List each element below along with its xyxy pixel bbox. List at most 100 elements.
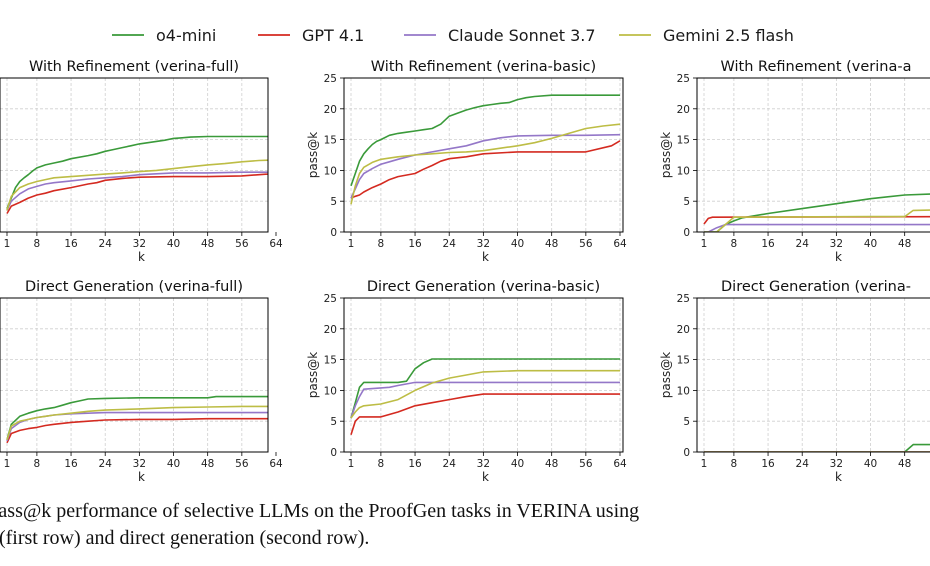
series-line-gpt-4-1	[350, 140, 621, 199]
x-tick-label: 1	[4, 238, 11, 250]
series-group	[6, 135, 268, 214]
x-tick-label: 48	[201, 238, 214, 250]
y-tick-label: 10	[324, 385, 337, 397]
series-line-o4-mini	[350, 94, 620, 187]
x-tick-label: 48	[545, 238, 558, 250]
x-tick-label: 56	[235, 238, 249, 250]
series-line-gemini-2-5-flash	[6, 405, 268, 440]
legend-item-gpt-4-1: GPT 4.1	[258, 26, 364, 45]
y-tick-label: 10	[677, 165, 690, 177]
chart-panel-2: 1 8 16 24 32 40 48 56 64 0 5 10 15 20 25 k pass@k With Re…	[306, 59, 627, 264]
y-axis-label: pass@k	[659, 132, 673, 178]
x-axis-label: k	[482, 470, 489, 484]
plot-frame	[696, 77, 930, 233]
y-tick-label: 20	[677, 324, 690, 336]
x-tick-label: 56	[579, 238, 593, 250]
y-axis-label: pass@k	[659, 352, 673, 398]
x-tick-label: 24	[99, 238, 113, 250]
x-tick-label: 8	[34, 238, 41, 250]
x-tick-label: 32	[133, 238, 146, 250]
legend-label-o4-mini: o4-mini	[156, 26, 216, 45]
caption-line-1: e 7: pass@k performance of selective LLM…	[0, 500, 640, 522]
x-tick-label: 1	[348, 238, 355, 250]
x-tick-label: 1	[701, 458, 708, 470]
caption-line-2: ment (first row) and direct generation (…	[0, 527, 370, 549]
x-tick-label: 32	[477, 458, 490, 470]
chart-title: With Refinement (verina-basic)	[371, 59, 596, 75]
x-tick-label: 32	[830, 238, 843, 250]
chart-title: With Refinement (verina-a	[721, 59, 912, 75]
series-line-gpt-4-1	[350, 393, 620, 436]
x-tick-label: 16	[408, 458, 422, 470]
x-tick-label: 56	[235, 458, 249, 470]
x-tick-label: 64	[269, 458, 283, 470]
x-tick-label: 24	[796, 238, 810, 250]
chart-title: With Refinement (verina-full)	[29, 59, 239, 75]
x-tick-label: 16	[761, 238, 775, 250]
y-axis-label: pass@k	[306, 352, 320, 398]
chart-panel-3: 1 8 16 24 32 40 48 0 5 10 15 20 25 k pass@k With Refine…	[659, 59, 930, 264]
series-line-o4-mini	[6, 395, 268, 440]
grid	[344, 298, 623, 452]
series-line-claude-sonnet-3-7	[704, 223, 930, 232]
y-tick-label: 0	[683, 447, 690, 459]
series-line-o4-mini	[6, 135, 268, 209]
grid	[697, 298, 930, 452]
series-group	[703, 193, 930, 232]
x-tick-label: 24	[443, 458, 457, 470]
y-tick-label: 0	[330, 227, 337, 239]
chart-title: Direct Generation (verina-	[721, 279, 911, 295]
x-tick-label: 48	[898, 458, 911, 470]
y-tick-label: 15	[324, 135, 337, 147]
y-tick-label: 5	[683, 196, 690, 208]
series-line-claude-sonnet-3-7	[350, 133, 621, 199]
x-axis-label: k	[138, 470, 145, 484]
x-tick-label: 1	[348, 458, 355, 470]
series-line-gpt-4-1	[6, 417, 268, 444]
legend-label-gemini-2-5-flash: Gemini 2.5 flash	[663, 26, 794, 45]
x-axis-label: k	[138, 250, 145, 264]
x-tick-label: 48	[545, 458, 558, 470]
series-line-gemini-2-5-flash	[350, 369, 620, 419]
y-tick-label: 25	[324, 73, 337, 85]
y-tick-label: 15	[677, 135, 690, 147]
x-tick-label: 24	[796, 458, 810, 470]
series-group	[350, 94, 621, 205]
x-tick-label: 16	[761, 458, 775, 470]
x-tick-label: 16	[64, 238, 78, 250]
legend: o4-mini GPT 4.1 Claude Sonnet 3.7 Gemini 2.…	[112, 26, 794, 45]
x-tick-label: 8	[34, 458, 41, 470]
y-tick-label: 15	[677, 355, 690, 367]
x-tick-label: 24	[443, 238, 457, 250]
x-tick-label: 8	[378, 238, 385, 250]
y-tick-label: 5	[330, 416, 337, 428]
y-tick-label: 10	[324, 165, 337, 177]
x-tick-label: 40	[864, 458, 877, 470]
grid	[344, 78, 623, 232]
x-tick-label: 32	[830, 458, 843, 470]
x-tick-label: 16	[408, 238, 422, 250]
x-tick-label: 48	[898, 238, 911, 250]
y-tick-label: 20	[324, 324, 337, 336]
x-tick-label: 8	[731, 458, 738, 470]
x-tick-label: 8	[378, 458, 385, 470]
plot-frame	[696, 297, 930, 453]
series-line-gemini-2-5-flash	[350, 123, 621, 205]
x-tick-label: 40	[511, 238, 524, 250]
series-line-o4-mini	[704, 193, 930, 232]
x-axis-label: k	[835, 250, 842, 264]
y-tick-label: 20	[677, 104, 690, 116]
y-tick-label: 5	[330, 196, 337, 208]
chart-panel-1: 1 8 16 24 32 40 48 56 64 k With Refinement (verina…	[0, 59, 283, 264]
x-tick-label: 64	[613, 458, 627, 470]
y-tick-label: 10	[677, 385, 690, 397]
chart-panel-4: 1 8 16 24 32 40 48 56 64 k Direct Generation (veri…	[0, 279, 283, 484]
series-line-gpt-4-1	[6, 173, 268, 214]
chart-panel-5: 1 8 16 24 32 40 48 56 64 0 5 10 15 20 25 k pass@k Direct …	[306, 279, 627, 484]
x-tick-label: 8	[731, 238, 738, 250]
x-tick-label: 48	[201, 458, 214, 470]
x-tick-label: 40	[864, 238, 877, 250]
legend-label-gpt-4-1: GPT 4.1	[302, 26, 364, 45]
series-line-gemini-2-5-flash	[6, 159, 268, 211]
chart-panels: 1 8 16 24 32 40 48 56 64 k With Refinement (verina…	[0, 59, 930, 484]
